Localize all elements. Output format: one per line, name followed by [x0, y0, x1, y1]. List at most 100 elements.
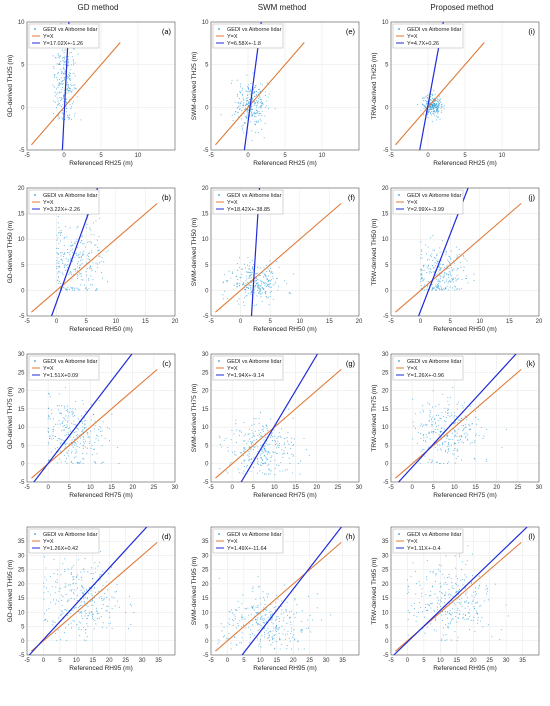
y-tick-label: 0: [205, 105, 209, 111]
scatter-point: [102, 599, 104, 601]
scatter-point: [91, 614, 93, 616]
identity-line: [395, 202, 522, 313]
scatter-point: [442, 443, 444, 445]
scatter-point: [83, 602, 86, 604]
scatter-point: [228, 270, 230, 272]
scatter-point: [227, 622, 229, 624]
scatter-point: [441, 592, 443, 594]
scatter-point: [418, 581, 420, 583]
scatter-point: [439, 444, 441, 446]
scatter-point: [420, 109, 422, 111]
scatter-point: [238, 97, 241, 100]
scatter-point: [244, 288, 246, 290]
scatter-point: [277, 440, 279, 442]
scatter-point: [251, 266, 254, 268]
scatter-point: [457, 450, 459, 452]
scatter-point: [238, 606, 240, 609]
scatter-point: [330, 614, 332, 616]
scatter-point: [475, 410, 477, 413]
scatter-point: [52, 418, 55, 420]
scatter-point: [252, 605, 254, 607]
scatter-point: [270, 272, 272, 274]
scatter-point: [430, 256, 432, 258]
data-layer: [393, 527, 528, 655]
scatter-point: [303, 437, 305, 439]
scatter-point: [259, 454, 261, 456]
scatter-point: [258, 623, 260, 625]
scatter-point: [48, 414, 50, 416]
scatter-point: [58, 118, 60, 120]
scatter-point: [60, 574, 62, 576]
y-axis-label: GD-derived TH25 (m): [7, 55, 14, 117]
scatter-point: [231, 114, 233, 116]
scatter-point: [268, 107, 270, 110]
scatter-point: [476, 601, 478, 603]
scatter-point: [250, 110, 252, 112]
scatter-point: [276, 618, 278, 621]
scatter-point: [445, 437, 447, 439]
scatter-point: [288, 443, 290, 445]
scatter-point: [440, 285, 442, 287]
scatter-point: [70, 573, 72, 575]
scatter-point: [58, 84, 60, 87]
scatter-point: [219, 437, 221, 439]
scatter-point: [58, 271, 60, 273]
scatter-point: [429, 272, 431, 274]
scatter-point: [438, 420, 440, 422]
scatter-point: [70, 51, 72, 53]
scatter-point: [283, 584, 285, 586]
scatter-point: [87, 571, 89, 573]
scatter-point: [62, 256, 65, 258]
scatter-point: [64, 558, 66, 560]
scatter-point: [420, 450, 422, 452]
scatter-point: [76, 599, 79, 602]
scatter-point: [439, 118, 441, 120]
scatter-point: [261, 453, 263, 455]
scatter-point: [259, 97, 261, 99]
scatter-point: [92, 279, 94, 281]
y-tick-label: 20: [202, 186, 209, 192]
scatter-point: [443, 276, 445, 278]
scatter-point: [439, 280, 441, 282]
scatter-point: [244, 267, 247, 269]
scatter-point: [91, 604, 93, 606]
scatter-point: [249, 438, 251, 440]
scatter-point: [267, 444, 269, 446]
scatter-point: [79, 611, 82, 613]
scatter-point: [437, 568, 440, 570]
scatter-point: [75, 431, 77, 433]
scatter-point: [86, 289, 89, 291]
scatter-point: [452, 287, 454, 289]
scatter-point: [55, 581, 57, 583]
scatter-point: [222, 298, 224, 300]
scatter-point: [444, 581, 447, 584]
scatter-point: [76, 266, 78, 268]
scatter-point: [90, 593, 92, 595]
y-tick-label: 30: [382, 352, 389, 358]
scatter-point: [230, 277, 232, 279]
y-tick-label: 5: [21, 263, 25, 269]
scatter-point: [46, 620, 49, 622]
scatter-point: [247, 440, 249, 442]
scatter-point: [288, 637, 290, 639]
scatter-point: [446, 583, 448, 585]
x-tick-label: 30: [139, 658, 146, 664]
scatter-point: [251, 130, 253, 132]
scatter-point: [73, 565, 75, 567]
y-tick-label: 5: [385, 625, 389, 631]
scatter-point: [264, 619, 266, 621]
scatter-point: [77, 428, 80, 430]
scatter-point: [289, 640, 291, 642]
scatter-point: [79, 256, 81, 258]
scatter-point: [461, 405, 464, 407]
scatter-point: [58, 83, 60, 85]
scatter-point: [68, 119, 70, 121]
scatter-point: [94, 567, 96, 569]
scatter-point: [92, 618, 95, 620]
y-tick-label: 15: [202, 212, 209, 218]
scatter-point: [435, 414, 437, 416]
scatter-point: [432, 390, 434, 392]
scatter-point: [47, 427, 49, 430]
scatter-point: [70, 271, 72, 273]
x-tick-label: 20: [106, 658, 113, 664]
